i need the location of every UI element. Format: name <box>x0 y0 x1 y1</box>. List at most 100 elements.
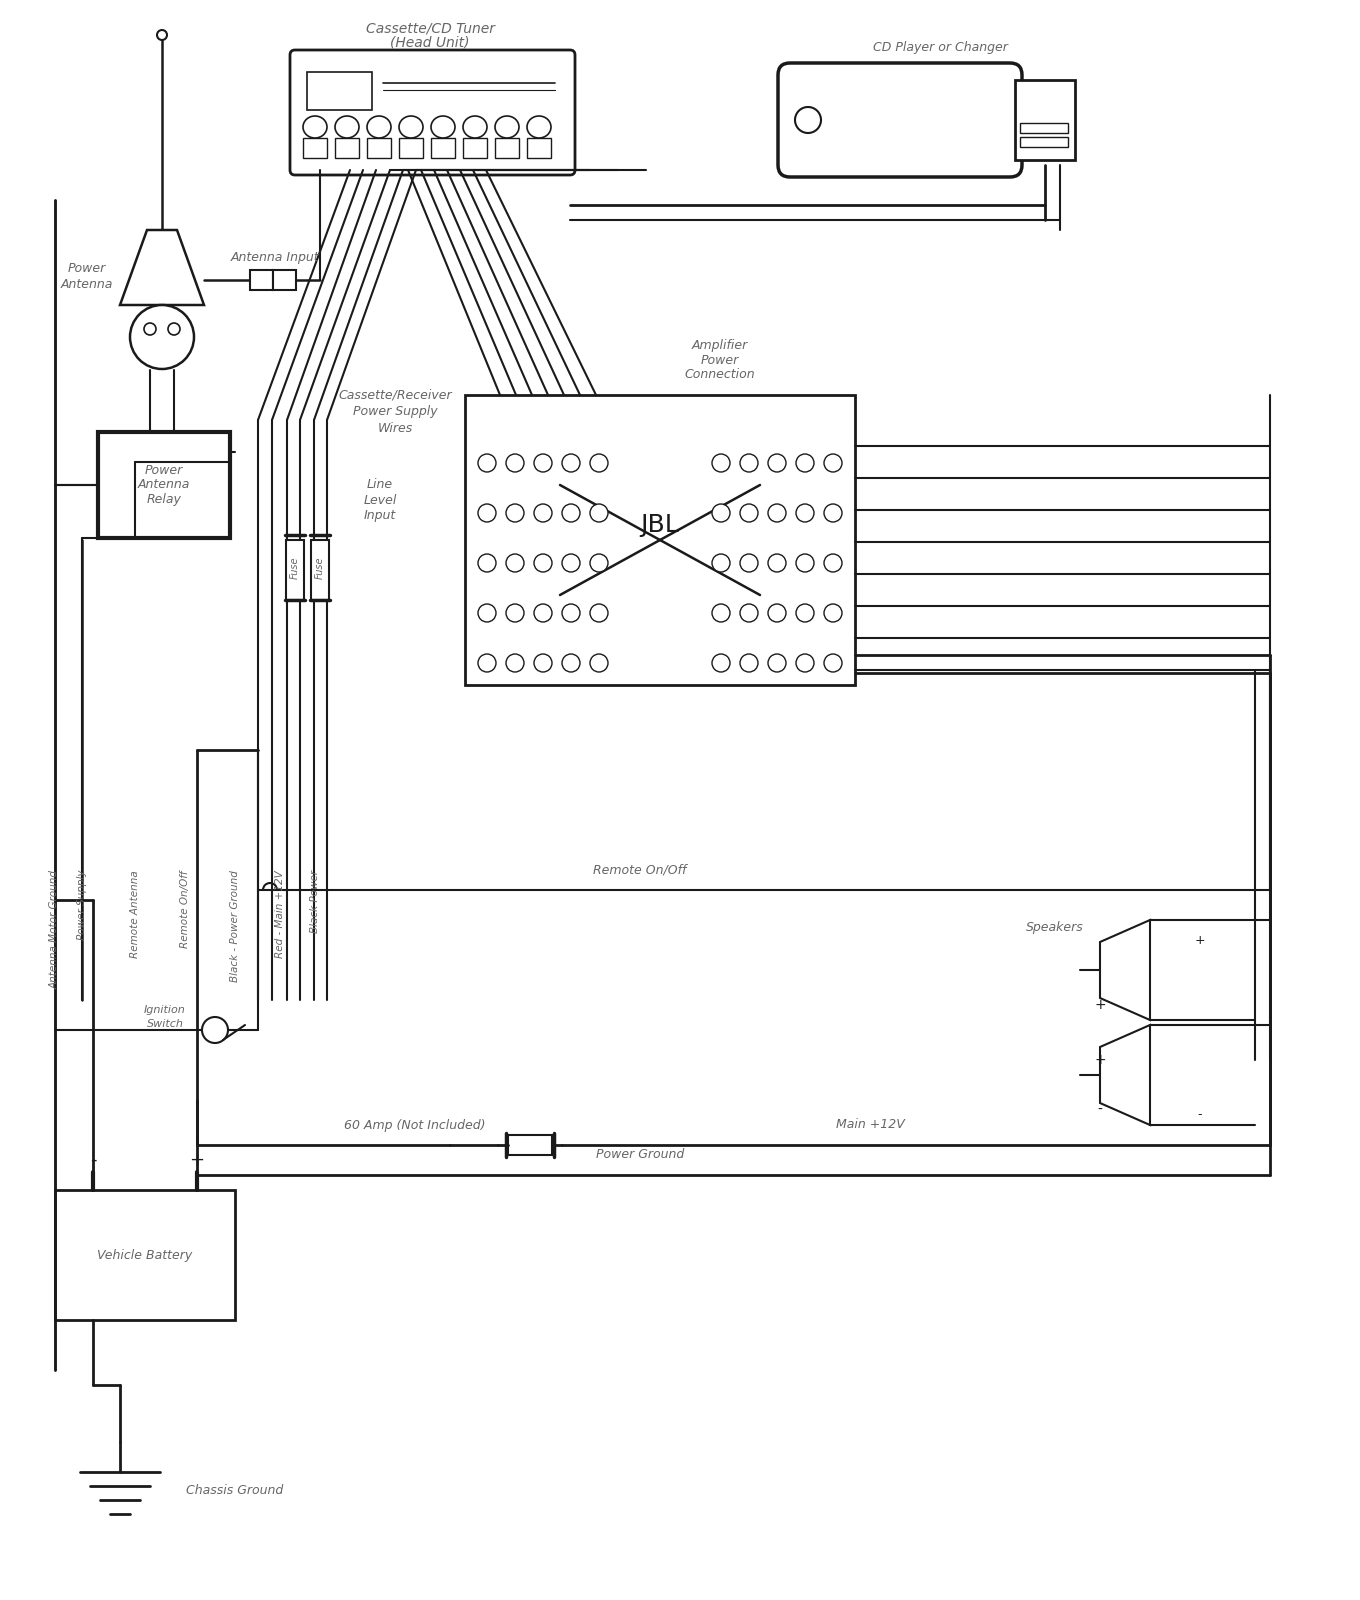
Circle shape <box>740 603 758 622</box>
Text: Remote Antenna: Remote Antenna <box>131 870 140 958</box>
Polygon shape <box>120 230 204 306</box>
Circle shape <box>562 454 579 472</box>
Ellipse shape <box>528 117 551 138</box>
Text: Wires: Wires <box>377 422 412 435</box>
Text: Black Power: Black Power <box>310 870 320 933</box>
Circle shape <box>768 554 786 573</box>
Bar <box>286 541 305 600</box>
Text: -: - <box>1198 1109 1202 1122</box>
Circle shape <box>796 107 821 133</box>
Text: Power Supply: Power Supply <box>78 870 87 941</box>
Circle shape <box>768 654 786 672</box>
Circle shape <box>713 654 730 672</box>
Bar <box>54 1190 235 1320</box>
Circle shape <box>590 504 608 522</box>
Circle shape <box>796 554 815 573</box>
Circle shape <box>203 1018 228 1043</box>
Text: Fuse: Fuse <box>316 557 325 579</box>
Bar <box>509 1134 552 1155</box>
Text: Main +12V: Main +12V <box>835 1118 904 1131</box>
Circle shape <box>740 504 758 522</box>
Circle shape <box>824 454 842 472</box>
Circle shape <box>534 504 552 522</box>
Text: Cassette/CD Tuner: Cassette/CD Tuner <box>366 21 495 35</box>
Circle shape <box>156 30 167 40</box>
Text: +: + <box>1194 933 1205 947</box>
Bar <box>303 138 326 158</box>
Circle shape <box>796 654 815 672</box>
Circle shape <box>534 554 552 573</box>
Text: Antenna: Antenna <box>61 277 113 291</box>
Text: +: + <box>189 1150 204 1170</box>
Bar <box>311 541 329 600</box>
Circle shape <box>562 554 579 573</box>
Circle shape <box>506 654 524 672</box>
Circle shape <box>824 504 842 522</box>
Text: Speakers: Speakers <box>1027 922 1084 934</box>
Text: Black - Power Ground: Black - Power Ground <box>230 870 239 982</box>
Ellipse shape <box>495 117 520 138</box>
FancyBboxPatch shape <box>778 62 1021 178</box>
Ellipse shape <box>462 117 487 138</box>
Ellipse shape <box>398 117 423 138</box>
Bar <box>1015 80 1074 160</box>
Circle shape <box>713 603 730 622</box>
Bar <box>465 395 855 685</box>
Circle shape <box>477 454 496 472</box>
Text: Vehicle Battery: Vehicle Battery <box>98 1248 193 1261</box>
Circle shape <box>477 554 496 573</box>
Circle shape <box>768 454 786 472</box>
Circle shape <box>740 654 758 672</box>
Circle shape <box>477 654 496 672</box>
Circle shape <box>768 603 786 622</box>
FancyBboxPatch shape <box>290 50 575 174</box>
Circle shape <box>590 454 608 472</box>
Text: -: - <box>90 1150 97 1170</box>
Bar <box>335 138 359 158</box>
Circle shape <box>534 654 552 672</box>
Text: Ignition: Ignition <box>144 1005 186 1014</box>
Text: Power Ground: Power Ground <box>596 1149 684 1162</box>
Text: Power Supply: Power Supply <box>352 405 438 419</box>
Circle shape <box>562 654 579 672</box>
Circle shape <box>796 454 815 472</box>
Bar <box>273 270 296 290</box>
Circle shape <box>590 603 608 622</box>
Circle shape <box>506 554 524 573</box>
Circle shape <box>131 306 194 370</box>
Ellipse shape <box>367 117 392 138</box>
Text: Remote On/Off: Remote On/Off <box>593 864 687 877</box>
Text: Remote On/Off: Remote On/Off <box>180 870 190 947</box>
Circle shape <box>590 554 608 573</box>
Bar <box>398 138 423 158</box>
Circle shape <box>506 603 524 622</box>
Circle shape <box>740 454 758 472</box>
Text: Fuse: Fuse <box>290 557 301 579</box>
Polygon shape <box>1100 1026 1151 1125</box>
Ellipse shape <box>431 117 456 138</box>
Text: 60 Amp (Not Included): 60 Amp (Not Included) <box>344 1118 486 1131</box>
Circle shape <box>796 504 815 522</box>
Circle shape <box>713 504 730 522</box>
Bar <box>367 138 392 158</box>
Circle shape <box>534 454 552 472</box>
Circle shape <box>562 603 579 622</box>
Text: +: + <box>1095 1053 1106 1067</box>
Circle shape <box>506 504 524 522</box>
Circle shape <box>169 323 180 334</box>
Circle shape <box>796 603 815 622</box>
Text: (Head Unit): (Head Unit) <box>390 35 469 50</box>
Circle shape <box>824 554 842 573</box>
Bar <box>1020 123 1068 133</box>
Text: JBL: JBL <box>641 514 680 538</box>
Bar <box>1020 138 1068 147</box>
Text: Red - Main +12V: Red - Main +12V <box>275 870 286 958</box>
Ellipse shape <box>303 117 326 138</box>
Circle shape <box>713 554 730 573</box>
Circle shape <box>562 504 579 522</box>
Circle shape <box>768 504 786 522</box>
Bar <box>307 72 373 110</box>
Text: Amplifier
Power
Connection: Amplifier Power Connection <box>684 339 755 381</box>
Circle shape <box>144 323 156 334</box>
Circle shape <box>506 454 524 472</box>
